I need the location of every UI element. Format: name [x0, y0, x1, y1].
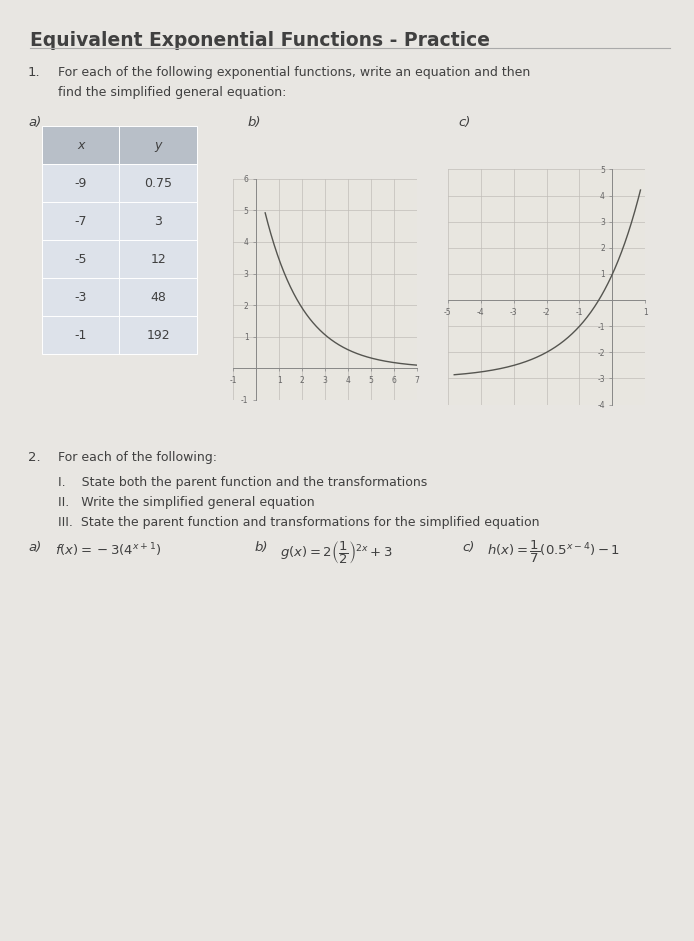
- Text: -1: -1: [74, 328, 87, 342]
- Text: 0.75: 0.75: [144, 177, 172, 189]
- Text: 192: 192: [146, 328, 170, 342]
- Text: a): a): [28, 541, 41, 554]
- Text: 1.: 1.: [28, 66, 41, 79]
- Text: I.    State both the parent function and the transformations: I. State both the parent function and th…: [58, 476, 428, 489]
- Text: -7: -7: [74, 215, 87, 228]
- Text: a): a): [28, 116, 41, 129]
- Text: $f(x) = -3(4^{x+1})$: $f(x) = -3(4^{x+1})$: [55, 541, 162, 559]
- Text: b): b): [255, 541, 269, 554]
- Text: 12: 12: [151, 252, 166, 265]
- Bar: [42, 316, 197, 354]
- Text: -5: -5: [74, 252, 87, 265]
- Text: For each of the following exponential functions, write an equation and then: For each of the following exponential fu…: [58, 66, 530, 79]
- Text: 48: 48: [151, 291, 166, 304]
- Text: y: y: [155, 138, 162, 152]
- Bar: [42, 278, 197, 316]
- Text: x: x: [77, 138, 85, 152]
- Bar: [42, 126, 197, 164]
- Text: find the simplified general equation:: find the simplified general equation:: [58, 86, 287, 99]
- Text: II.   Write the simplified general equation: II. Write the simplified general equatio…: [58, 496, 314, 509]
- Bar: [42, 202, 197, 240]
- Text: c): c): [458, 116, 471, 129]
- Bar: [42, 164, 197, 202]
- Text: Equivalent Exponential Functions - Practice: Equivalent Exponential Functions - Pract…: [30, 31, 490, 50]
- Text: -9: -9: [74, 177, 87, 189]
- Text: b): b): [248, 116, 262, 129]
- Text: c): c): [462, 541, 475, 554]
- Text: For each of the following:: For each of the following:: [58, 451, 217, 464]
- Text: 3: 3: [154, 215, 162, 228]
- Text: 2.: 2.: [28, 451, 41, 464]
- Text: $g(x) = 2\left(\dfrac{1}{2}\right)^{2x} + 3$: $g(x) = 2\left(\dfrac{1}{2}\right)^{2x} …: [280, 539, 393, 566]
- Text: III.  State the parent function and transformations for the simplified equation: III. State the parent function and trans…: [58, 516, 539, 529]
- Text: $h(x) = \dfrac{1}{7}(0.5^{x-4}) - 1$: $h(x) = \dfrac{1}{7}(0.5^{x-4}) - 1$: [487, 539, 620, 566]
- Text: -3: -3: [74, 291, 87, 304]
- Bar: [42, 240, 197, 278]
